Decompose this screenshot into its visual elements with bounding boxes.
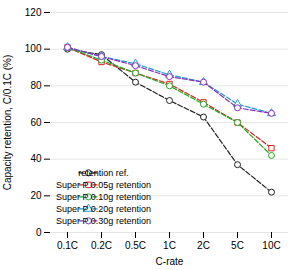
svg-text:80: 80 — [30, 80, 42, 91]
svg-text:2C: 2C — [197, 240, 210, 251]
svg-text:Super P 0.30g retention: Super P 0.30g retention — [56, 216, 151, 226]
svg-text:0: 0 — [36, 227, 42, 238]
svg-text:0.5C: 0.5C — [125, 240, 146, 251]
svg-text:20: 20 — [30, 190, 42, 201]
svg-text:0.1C: 0.1C — [57, 240, 78, 251]
svg-text:C-rate: C-rate — [156, 256, 184, 267]
svg-text:5C: 5C — [231, 240, 244, 251]
svg-text:1C: 1C — [163, 240, 176, 251]
svg-text:100: 100 — [25, 43, 42, 54]
svg-text:Super P 0.20g retention: Super P 0.20g retention — [56, 204, 151, 214]
svg-text:Super P 0.10g retention: Super P 0.10g retention — [56, 192, 151, 202]
svg-text:40: 40 — [30, 153, 42, 164]
svg-text:retention ref.: retention ref. — [78, 168, 129, 178]
svg-text:0.2C: 0.2C — [91, 240, 112, 251]
svg-text:60: 60 — [30, 117, 42, 128]
svg-text:10C: 10C — [262, 240, 280, 251]
svg-text:Super P 0.05g retention: Super P 0.05g retention — [56, 180, 151, 190]
svg-text:120: 120 — [25, 7, 42, 18]
svg-text:Capacity retention, C/0.1C (%): Capacity retention, C/0.1C (%) — [2, 55, 13, 191]
